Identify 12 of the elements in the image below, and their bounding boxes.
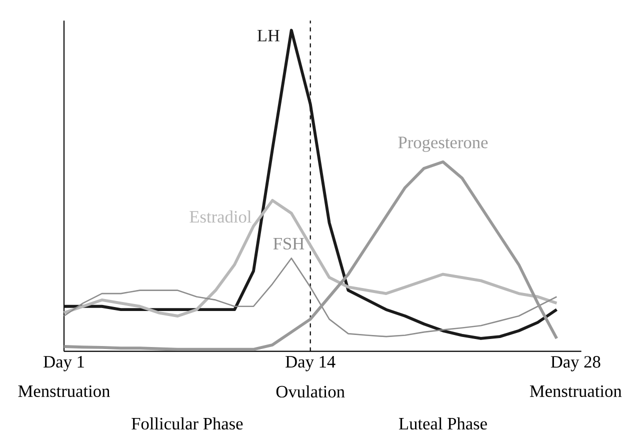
text: Luteal Phase <box>398 417 487 430</box>
x-tick-label: Day 14 <box>286 356 336 372</box>
x-tick-label: Day 1 <box>44 356 84 372</box>
text: Ovulation <box>276 385 345 398</box>
series-label: LH <box>257 30 280 42</box>
text: Menstruation <box>530 385 622 398</box>
x-tick-label: Day 28 <box>550 356 600 372</box>
series-label: Estradiol <box>190 210 252 223</box>
text: Follicular Phase <box>132 417 243 430</box>
series-label: Progesterone <box>398 136 488 152</box>
text: Menstruation <box>18 385 110 398</box>
series-label: FSH <box>273 238 304 250</box>
